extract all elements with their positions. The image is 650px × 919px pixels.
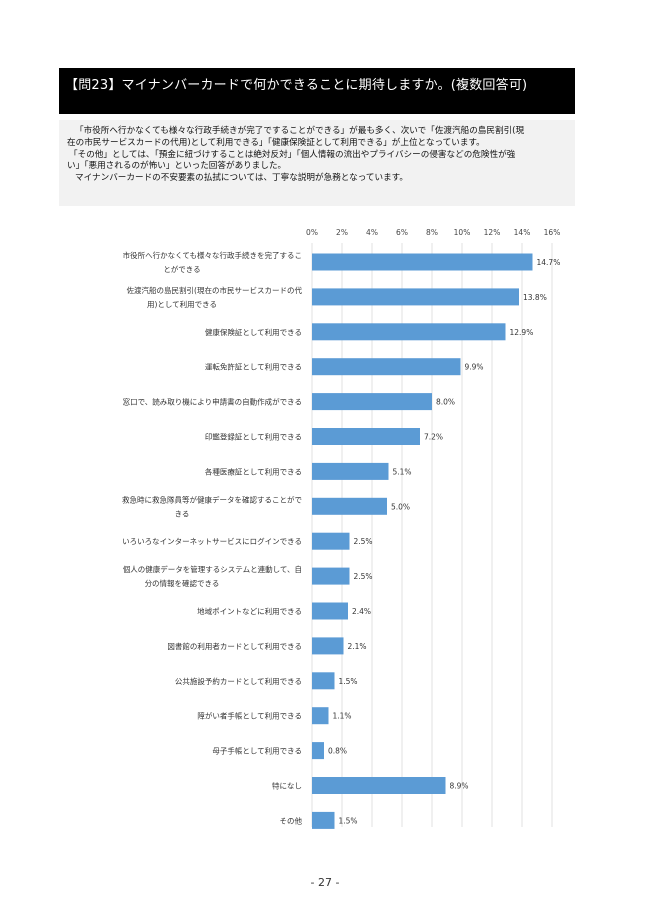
category-label: 市役所へ行かなくても様々な行政手続きを完了するこ bbox=[123, 250, 302, 260]
bar bbox=[312, 602, 348, 620]
data-label: 8.9% bbox=[450, 782, 469, 791]
data-label: 2.5% bbox=[354, 572, 373, 581]
category-label: 図書館の利用者カードとして利用できる bbox=[167, 641, 302, 651]
data-label: 2.5% bbox=[354, 537, 373, 546]
bar bbox=[312, 777, 446, 794]
category-label: 用)として利用できる bbox=[147, 299, 217, 309]
summary-line: 「その他」としては、「預金に紐づけすることは絶対反対」「個人情報の流出やプライバ… bbox=[69, 149, 516, 160]
data-label: 7.2% bbox=[424, 433, 443, 442]
data-label: 1.1% bbox=[333, 712, 352, 721]
data-label: 12.9% bbox=[510, 328, 534, 337]
summary-line: い」「悪用されるのが怖い」といった回答がありました。 bbox=[67, 161, 287, 172]
bar bbox=[312, 707, 329, 725]
bar bbox=[312, 532, 350, 550]
category-label: 各種医療証として利用できる bbox=[205, 466, 302, 476]
bar bbox=[312, 462, 389, 480]
data-label: 14.7% bbox=[537, 258, 561, 267]
x-tick-label: 0% bbox=[306, 228, 318, 237]
x-tick-label: 2% bbox=[336, 228, 348, 237]
x-tick-label: 4% bbox=[366, 228, 378, 237]
x-tick-label: 14% bbox=[514, 228, 531, 237]
value-labels: 14.7% 13.8% 12.9% 9.9% 8.0% 7.2% 5.1% 5.0% 2.5% 2… bbox=[328, 258, 560, 825]
x-tick-label: 8% bbox=[426, 228, 438, 237]
bar bbox=[312, 672, 335, 690]
x-tick-label: 16% bbox=[544, 228, 561, 237]
data-label: 5.0% bbox=[391, 502, 410, 511]
x-tick-label: 12% bbox=[484, 228, 501, 237]
bar bbox=[312, 742, 324, 760]
category-label: 特になし bbox=[272, 781, 302, 791]
x-tick-label: 6% bbox=[396, 228, 408, 237]
category-label: 救急時に救急隊員等が健康データを確認することがで bbox=[122, 494, 302, 504]
data-label: 2.1% bbox=[348, 642, 367, 651]
bar bbox=[312, 358, 461, 376]
category-label: 印鑑登録証として利用できる bbox=[205, 432, 302, 442]
data-label: 1.5% bbox=[339, 677, 358, 686]
data-label: 5.1% bbox=[393, 467, 412, 476]
category-label: いろいろなインターネットサービスにログインできる bbox=[122, 536, 302, 546]
chart-bars bbox=[312, 253, 533, 829]
category-label: 個人の健康データを管理するシステムと連動して、自 bbox=[123, 564, 302, 574]
category-label: きる bbox=[175, 509, 190, 518]
question-header: 【問23】マイナンバーカードで何かできることに期待しますか。(複数回答可) bbox=[59, 68, 575, 114]
category-label: その他 bbox=[280, 815, 303, 825]
data-label: 2.4% bbox=[352, 607, 371, 616]
x-tick-label: 10% bbox=[454, 228, 471, 237]
bar bbox=[312, 567, 350, 585]
data-label: 9.9% bbox=[465, 363, 484, 372]
category-label: 健康保険証として利用できる bbox=[205, 327, 302, 337]
summary-line: 在の市民サービスカードの代用)として利用できる」「健康保険証として利用できる」が… bbox=[67, 137, 485, 148]
category-label: 障がい者手帳として利用できる bbox=[197, 711, 302, 721]
data-label: 8.0% bbox=[436, 398, 455, 407]
data-label: 13.8% bbox=[523, 293, 547, 302]
category-labels: 市役所へ行かなくても様々な行政手続きを完了することができる佐渡汽船の島民割引(現… bbox=[122, 250, 302, 825]
summary-line: 「市役所へ行かなくても様々な行政手続きが完了ですることができる」が最も多く、次い… bbox=[75, 126, 525, 136]
chart-grid bbox=[311, 243, 553, 827]
bar bbox=[312, 253, 533, 271]
category-label: 窓口で、読み取り機により申請書の自動作成ができる bbox=[123, 397, 302, 407]
category-label: 運転免許証として利用できる bbox=[205, 362, 302, 372]
bar bbox=[312, 637, 344, 655]
data-label: 1.5% bbox=[339, 816, 358, 825]
category-label: 公共施設予約カードとして利用できる bbox=[175, 676, 302, 686]
category-label: 佐渡汽船の島民割引(現在の市民サービスカードの代 bbox=[127, 285, 303, 295]
summary-box: 「市役所へ行かなくても様々な行政手続きが完了ですることができる」が最も多く、次い… bbox=[59, 120, 575, 206]
category-label: 母子手帳として利用できる bbox=[212, 746, 302, 756]
data-label: 0.8% bbox=[328, 747, 347, 756]
bar bbox=[312, 393, 432, 411]
bar bbox=[312, 323, 506, 341]
bar bbox=[312, 811, 335, 829]
summary-line: マイナンバーカードの不安要素の払拭については、丁寧な説明が急務となっています。 bbox=[75, 173, 409, 184]
category-label: とができる bbox=[163, 264, 200, 274]
category-label: 地域ポイントなどに利用できる bbox=[197, 606, 302, 616]
bar bbox=[312, 497, 387, 515]
category-label: 分の情報を確認できる bbox=[145, 578, 220, 588]
bar bbox=[312, 288, 519, 306]
x-axis-ticks: 0% 2% 4% 6% 8% 10% 12% 14% 16% bbox=[306, 228, 560, 237]
bar bbox=[312, 428, 420, 445]
page-number: - 27 - bbox=[310, 876, 340, 889]
